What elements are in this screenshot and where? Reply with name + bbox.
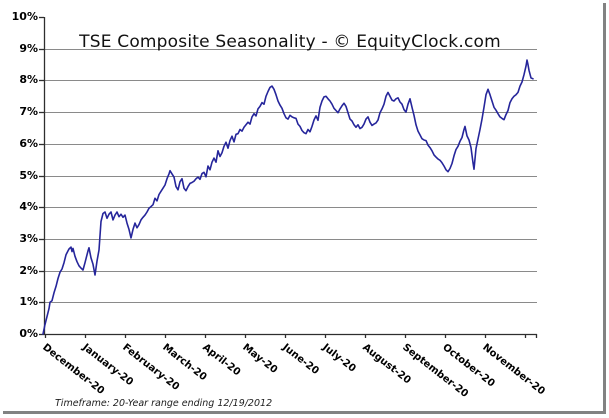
y-axis-tick-label: 6% bbox=[19, 136, 38, 150]
y-axis-tick-label: 3% bbox=[19, 231, 38, 245]
y-axis-tick-label: 8% bbox=[19, 73, 38, 87]
frame-shadow-bottom bbox=[3, 411, 606, 414]
series-group bbox=[42, 59, 534, 335]
axes bbox=[39, 16, 538, 338]
y-axis-tick-label: 7% bbox=[19, 105, 38, 119]
chart-title: TSE Composite Seasonality - © EquityCloc… bbox=[79, 32, 501, 52]
y-axis-tick-label: 0% bbox=[19, 327, 38, 340]
y-axis-tick-label: 5% bbox=[19, 168, 38, 182]
timeframe-note: Timeframe: 20-Year range ending 12/19/20… bbox=[55, 398, 273, 409]
frame-shadow-right bbox=[603, 3, 606, 414]
series-line bbox=[42, 59, 534, 335]
y-axis-tick-label: 10% bbox=[11, 10, 38, 23]
y-axis-tick-label: 4% bbox=[19, 200, 38, 214]
y-axis-tick-label: 2% bbox=[19, 263, 38, 277]
y-axis-tick-label: 9% bbox=[19, 41, 38, 55]
gridlines bbox=[44, 49, 537, 303]
y-axis-tick-label: 1% bbox=[19, 295, 38, 309]
